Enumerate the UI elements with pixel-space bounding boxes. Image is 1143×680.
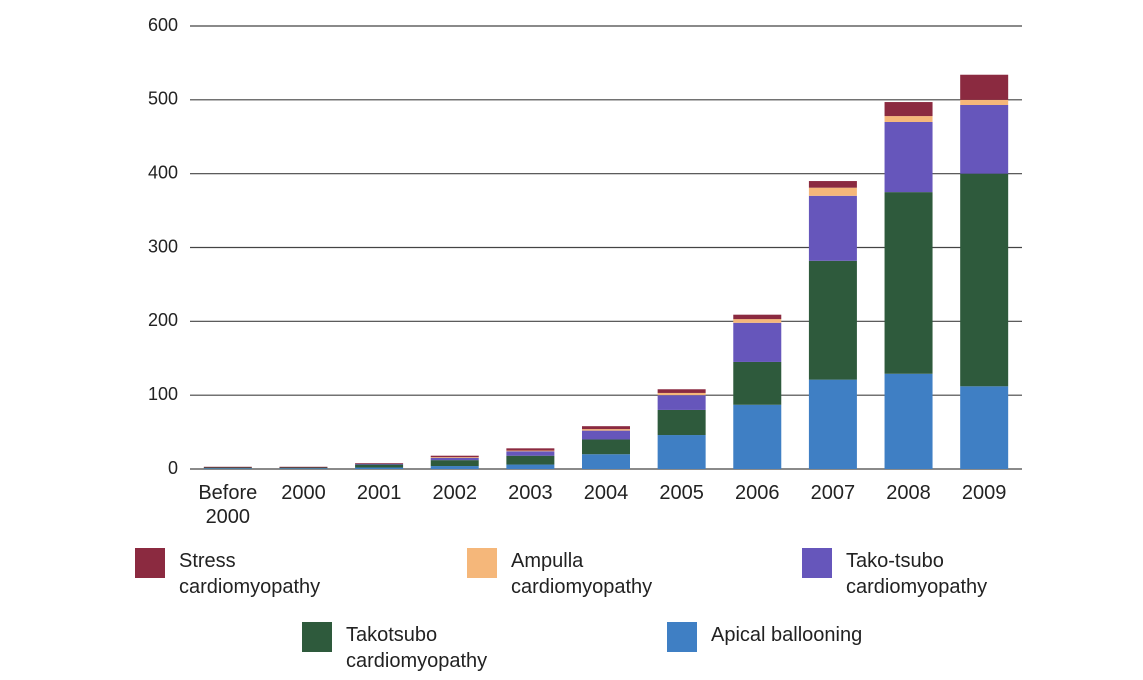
bar-segment xyxy=(355,463,404,465)
y-tick-label: 0 xyxy=(168,458,178,478)
bar-segment xyxy=(506,450,555,452)
x-tick-label: 2002 xyxy=(432,482,477,504)
legend-swatch xyxy=(135,548,165,578)
bar-segment xyxy=(960,386,1009,469)
x-tick-label: 2000 xyxy=(281,482,326,504)
bar-segment xyxy=(657,435,706,469)
bar-segment xyxy=(733,404,782,469)
bar-segment xyxy=(430,457,479,461)
x-tick-label: 2006 xyxy=(735,482,780,504)
bar-segment xyxy=(657,409,706,436)
bar-segment xyxy=(884,373,933,469)
bar-segment xyxy=(506,455,555,465)
legend-item: Ampulla cardiomyopathy xyxy=(467,548,701,600)
legend-item: Stress cardiomyopathy xyxy=(135,548,369,600)
legend-item: Apical ballooning xyxy=(667,622,901,652)
x-tick-label: 2004 xyxy=(583,482,629,504)
bar-segment xyxy=(733,314,782,320)
y-tick-label: 200 xyxy=(148,310,178,330)
bar-segment xyxy=(884,102,933,117)
bar-segment xyxy=(808,195,857,261)
bar-segment xyxy=(430,466,479,469)
bar-segment xyxy=(355,467,404,469)
bar-segment xyxy=(279,467,328,469)
bar-segment xyxy=(506,464,555,469)
legend-item: Tako-tsubo cardiomyopathy xyxy=(802,548,1036,600)
legend-label: Ampulla cardiomyopathy xyxy=(511,550,653,598)
bar-segment xyxy=(657,395,706,410)
legend-swatch xyxy=(302,622,332,652)
legend-item: Takotsubo cardiomyopathy xyxy=(302,622,536,674)
x-tick-label: 2009 xyxy=(961,482,1007,504)
bar-segment xyxy=(960,173,1009,387)
legend-label: Apical ballooning xyxy=(711,624,863,646)
bar-segment xyxy=(506,451,555,456)
legend-label: Tako-tsubo cardiomyopathy xyxy=(846,550,988,598)
bar-segment xyxy=(279,466,328,468)
x-tick-label: 2005 xyxy=(659,482,704,504)
y-tick-label: 600 xyxy=(148,15,178,35)
bar-segment xyxy=(430,455,479,458)
legend-swatch xyxy=(667,622,697,652)
bar-segment xyxy=(733,361,782,405)
x-tick-label: 2007 xyxy=(810,482,856,504)
bar-segment xyxy=(960,74,1009,100)
bar-segment xyxy=(506,448,555,451)
bar-segment xyxy=(355,463,404,464)
x-tick-label: 2003 xyxy=(508,482,553,504)
bar-segment xyxy=(355,464,404,468)
bar-segment xyxy=(960,99,1009,106)
bar-segment xyxy=(430,457,479,458)
bar-segment xyxy=(430,460,479,467)
bar-segment xyxy=(279,468,328,469)
legend-label: Takotsubo cardiomyopathy xyxy=(346,624,488,672)
y-tick-label: 500 xyxy=(148,89,178,109)
bar-segment xyxy=(808,260,857,380)
y-tick-label: 400 xyxy=(148,162,178,182)
bar-segment xyxy=(733,322,782,362)
x-tick-label: Before 2000 xyxy=(198,482,258,528)
legend-swatch xyxy=(802,548,832,578)
x-tick-label: 2001 xyxy=(356,482,402,504)
y-tick-label: 100 xyxy=(148,384,178,404)
bar-segment xyxy=(808,181,857,188)
bar-segment xyxy=(657,389,706,393)
bar-segment xyxy=(582,429,630,431)
bar-segment xyxy=(884,121,933,193)
bar-segment xyxy=(884,116,933,122)
bar-segment xyxy=(808,379,857,469)
bar-segment xyxy=(733,319,782,323)
bar-segment xyxy=(808,187,857,196)
x-tick-label: 2008 xyxy=(886,482,931,504)
legend-label: Stress cardiomyopathy xyxy=(179,550,321,598)
bar-segment xyxy=(582,454,630,469)
bar-segment xyxy=(203,466,252,468)
bar-segment xyxy=(657,392,706,396)
bar-segment xyxy=(884,192,933,374)
bar-segment xyxy=(203,467,252,469)
legend-swatch xyxy=(467,548,497,578)
y-tick-label: 300 xyxy=(148,236,178,256)
bar-segment xyxy=(582,426,630,430)
bar-segment xyxy=(582,439,630,455)
bar-segment xyxy=(203,468,252,469)
bar-segment xyxy=(582,430,630,440)
bar-segment xyxy=(960,105,1009,174)
